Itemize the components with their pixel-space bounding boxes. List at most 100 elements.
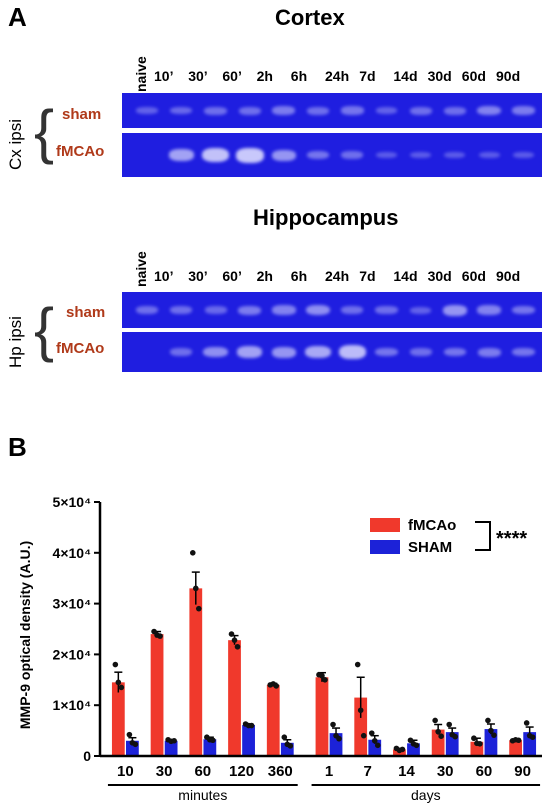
cortex-time-label: 10’ bbox=[154, 68, 174, 84]
cortex-sham-band bbox=[272, 106, 296, 115]
hippocampus-sham-band bbox=[375, 306, 398, 314]
hippocampus-time-label: 60’ bbox=[222, 268, 242, 284]
cortex-time-label: 60’ bbox=[222, 68, 242, 84]
data-point bbox=[132, 741, 139, 748]
data-point bbox=[231, 637, 238, 643]
cortex-sham-band bbox=[375, 107, 398, 114]
hippocampus-brace-icon: { bbox=[34, 296, 55, 363]
x-tick-label: 360 bbox=[268, 763, 293, 780]
data-point bbox=[112, 661, 119, 668]
data-point bbox=[432, 717, 438, 724]
legend: fMCAo SHAM **** bbox=[370, 517, 527, 556]
y-tick-label: 0 bbox=[83, 748, 91, 764]
data-point bbox=[471, 735, 477, 742]
significance-stars: **** bbox=[496, 528, 527, 550]
y-tick-label: 2×10⁴ bbox=[53, 646, 92, 662]
hippocampus-time-label: 24h bbox=[325, 268, 350, 284]
bar-fmcao bbox=[228, 640, 241, 756]
data-point bbox=[287, 743, 294, 749]
data-point bbox=[515, 737, 522, 744]
data-point bbox=[354, 661, 361, 668]
hippocampus-sham-band bbox=[341, 306, 364, 314]
cortex-sham-band bbox=[136, 107, 158, 114]
hippocampus-sham-band bbox=[204, 306, 227, 314]
data-point bbox=[435, 728, 441, 735]
data-point bbox=[192, 585, 199, 592]
cortex-time-label: 30’ bbox=[188, 68, 208, 84]
hippocampus-sham-band bbox=[442, 304, 468, 316]
mmp9-bar-chart: MMP-9 optical density (A.U.) 0 1×10⁴ 2×10⁴… bbox=[17, 494, 542, 803]
hippocampus-sham-band bbox=[238, 305, 262, 315]
data-point bbox=[374, 742, 381, 749]
data-point bbox=[452, 733, 459, 740]
legend-label-fmcao: fMCAo bbox=[408, 517, 456, 534]
x-tick-label: 60 bbox=[476, 763, 493, 780]
cortex-time-label: 30d bbox=[427, 68, 452, 84]
x-tick-label: 1 bbox=[325, 763, 333, 780]
bar-sham bbox=[242, 725, 255, 756]
hippocampus-fmcao-band bbox=[338, 345, 366, 359]
cortex-fmcao-band bbox=[271, 149, 297, 161]
data-point bbox=[195, 605, 202, 612]
data-point bbox=[273, 683, 280, 689]
x-tick-label: 120 bbox=[229, 763, 254, 780]
hippocampus-fmcao-band bbox=[511, 347, 535, 357]
bar-fmcao bbox=[509, 740, 522, 756]
bar-fmcao bbox=[111, 682, 125, 756]
bar-sham bbox=[203, 739, 217, 756]
cortex-sham-band bbox=[443, 106, 467, 115]
cortex-time-label: 60d bbox=[461, 68, 486, 84]
cortex-time-label: 7d bbox=[359, 68, 376, 84]
cortex-time-label: 2h bbox=[256, 68, 273, 84]
hippocampus-fmcao-band bbox=[443, 347, 467, 357]
data-point bbox=[171, 737, 177, 744]
hippocampus-sham-band bbox=[477, 305, 501, 315]
cortex-side-label: Cx ipsi bbox=[6, 118, 25, 170]
hippocampus-time-label: 6h bbox=[290, 268, 308, 284]
y-axis-title: MMP-9 optical density (A.U.) bbox=[17, 541, 33, 729]
hippocampus-fmcao-band bbox=[170, 348, 193, 356]
x-tick-label: 10 bbox=[117, 763, 134, 780]
hippocampus-time-label: 2h bbox=[256, 268, 273, 284]
cortex-time-label: 24h bbox=[325, 68, 350, 84]
cortex-fmcao-band bbox=[235, 147, 264, 163]
cortex-sham-gel-lane bbox=[122, 93, 542, 128]
data-point bbox=[523, 720, 530, 726]
hippocampus-time-label: 7d bbox=[359, 268, 376, 284]
data-point bbox=[485, 717, 491, 724]
cortex-fmcao-band bbox=[168, 149, 195, 161]
hippocampus-sham-band bbox=[511, 305, 535, 315]
data-point bbox=[234, 643, 241, 650]
hippocampus-sham-band bbox=[305, 304, 331, 316]
data-point bbox=[368, 730, 375, 736]
cortex-sham-band bbox=[204, 106, 227, 115]
significance-bracket bbox=[475, 521, 491, 551]
x-tick-label: 7 bbox=[364, 763, 372, 780]
legend-swatch-fmcao bbox=[370, 518, 400, 532]
cortex-sham-band bbox=[477, 105, 501, 116]
x-tick-label: 60 bbox=[194, 763, 211, 780]
data-point bbox=[126, 731, 133, 738]
bar-fmcao bbox=[189, 588, 203, 756]
hippocampus-sham-band bbox=[272, 305, 296, 315]
y-tick-label: 4×10⁴ bbox=[53, 545, 92, 561]
hippocampus-sham-band bbox=[135, 306, 159, 314]
hippocampus-fmcao-gel-lane bbox=[122, 332, 542, 372]
cortex-title: Cortex bbox=[275, 5, 345, 30]
group-label-minutes: minutes bbox=[178, 787, 227, 803]
x-tick-label: 30 bbox=[437, 763, 454, 780]
data-point bbox=[210, 737, 216, 744]
data-point bbox=[157, 633, 163, 639]
cortex-sham-band bbox=[306, 106, 330, 115]
data-point bbox=[477, 741, 483, 747]
hippocampus-side-label: Hp ipsi bbox=[6, 316, 25, 368]
cortex-fmcao-band bbox=[478, 151, 500, 159]
cortex-fmcao-band bbox=[375, 151, 398, 159]
y-tick-label: 1×10⁴ bbox=[53, 697, 92, 713]
data-point bbox=[248, 722, 255, 729]
data-point bbox=[319, 672, 325, 679]
cortex-sham-band bbox=[409, 106, 432, 115]
data-point bbox=[529, 734, 536, 741]
y-tick-label: 3×10⁴ bbox=[53, 596, 92, 612]
x-tick-label: 90 bbox=[514, 763, 531, 780]
